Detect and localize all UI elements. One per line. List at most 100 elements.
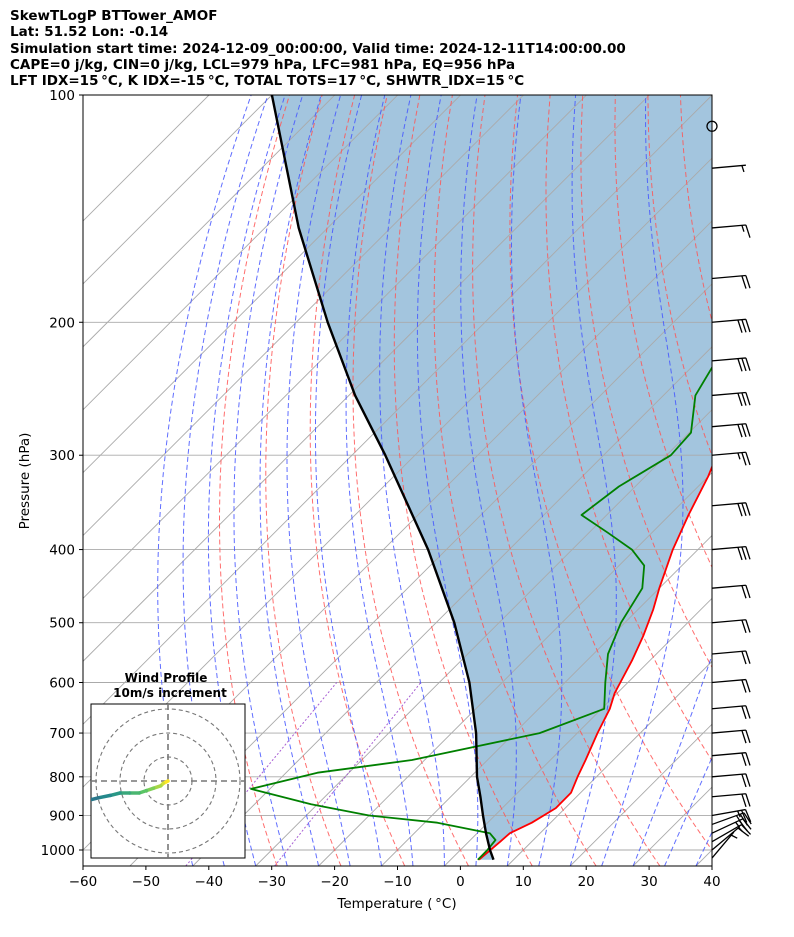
wind-barb-feather (745, 502, 751, 516)
wind-barb-staff (711, 752, 746, 757)
wind-barb-staff (711, 224, 746, 229)
wind-barb-staff (711, 773, 746, 778)
wind-barb-feather (737, 358, 743, 372)
wind-barb-feather (740, 809, 748, 823)
wind-barb-half-feather (730, 834, 738, 839)
wind-barb-staff (711, 451, 746, 456)
moist-adiabat (182, 95, 269, 866)
y-tick-label: 300 (49, 448, 75, 464)
hodograph-segment (91, 796, 101, 802)
y-tick-label: 600 (49, 676, 75, 692)
moist-adiabat (664, 756, 712, 866)
stability-summary: CAPE=0 j/kg, CIN=0 j/kg, LCL=979 hPa, LF… (10, 56, 516, 73)
wind-barb-feather (741, 619, 747, 633)
wind-barb-staff (711, 650, 746, 655)
moist-adiabat (315, 95, 382, 866)
dry-adiabat (219, 95, 290, 866)
wind-barb-feather (741, 275, 747, 289)
axes: −60 −50 −40 −30 −20 −10 0 10 20 30 40 1000 900 800 700… (41, 88, 721, 890)
moist-adiabat (157, 95, 252, 866)
simulation-times: Simulation start time: 2024-12-09_00:00:… (10, 40, 626, 57)
dry-adiabat (433, 95, 597, 866)
x-tick-label: 0 (456, 874, 465, 890)
wind-barb-staff (711, 808, 746, 817)
moist-adiabat (632, 653, 712, 866)
wind-barb-feather (744, 809, 752, 823)
hodograph-title: Wind Profile (125, 671, 208, 685)
wind-barb-feather (745, 392, 751, 406)
wind-barb-staff (711, 318, 746, 323)
hodograph-segment (96, 793, 113, 800)
wind-barb-staff (711, 274, 746, 280)
isotherm-line (83, 95, 650, 662)
wind-barb-staff (711, 705, 746, 710)
wind-barb-feather (737, 503, 743, 517)
wind-barb-feather (745, 452, 751, 466)
isotherm-line (83, 95, 273, 285)
dry-adiabat (746, 95, 794, 866)
wind-barb-feather (741, 546, 747, 560)
x-tick-label: 30 (641, 874, 658, 890)
y-axis-label: Pressure (hPa) (17, 433, 33, 530)
isotherm-line (83, 95, 336, 348)
isotherm-line (83, 95, 712, 725)
wind-barb-feather (737, 319, 743, 333)
wind-barb-feather (741, 452, 747, 466)
isotherm-line (318, 471, 712, 866)
x-tick-label: −50 (132, 874, 161, 890)
cin-shaded-area (271, 95, 712, 860)
wind-barb-feather (741, 793, 747, 807)
hodograph-segment (84, 800, 89, 805)
temperature-profile (478, 464, 712, 861)
wind-barb-feather (745, 585, 751, 599)
cape-cin-shading (271, 95, 712, 860)
wind-barb-staff (711, 827, 739, 851)
y-tick-label: 500 (49, 616, 75, 632)
y-tick-label: 800 (49, 770, 75, 786)
wind-barb-feather (741, 752, 747, 766)
moist-adiabat (286, 95, 351, 866)
x-tick-label: −30 (257, 874, 286, 890)
x-tick-label: 20 (578, 874, 595, 890)
y-tick-label: 700 (49, 726, 75, 742)
wind-barb-feather (741, 502, 747, 517)
hodograph-plot (84, 704, 245, 858)
wind-barb-feather (745, 619, 751, 633)
x-tick-label: −40 (195, 874, 224, 890)
wind-barb-feather (745, 729, 751, 743)
x-tick-label: 10 (515, 874, 532, 890)
wind-barb-feather (745, 793, 751, 807)
wind-barb-feather (745, 773, 751, 787)
x-tick-label: 40 (703, 874, 720, 890)
wind-barb-feather (741, 358, 747, 372)
wind-barb-feather (745, 546, 751, 560)
wind-barb-feather (741, 392, 747, 406)
hodograph-segment (86, 812, 88, 814)
wind-barb-staff (711, 164, 746, 169)
dry-adiabat (265, 95, 342, 866)
wind-barb-half-feather (737, 826, 744, 833)
dry-adiabat (778, 95, 794, 866)
wind-barb-feather (739, 813, 749, 826)
wind-barb-staff (711, 357, 746, 362)
wind-barb-feather (745, 679, 751, 693)
x-tick-label: −60 (69, 874, 98, 890)
isotherm-line (83, 95, 461, 474)
wind-barb-staff (711, 678, 746, 684)
dry-adiabat (545, 95, 712, 762)
wind-barb-staff (711, 729, 746, 734)
isotherm-line (255, 409, 712, 866)
isotherm-line (381, 534, 712, 866)
moist-adiabat (233, 95, 304, 866)
wind-barb-half-feather (737, 452, 741, 460)
dry-adiabat (472, 95, 661, 866)
wind-barb-staff (711, 619, 746, 624)
mixing-ratio-line (274, 682, 422, 866)
moist-adiabat (416, 95, 479, 866)
wind-barb-feather (745, 319, 751, 333)
wind-barb-staff (711, 824, 742, 843)
wind-barb-feather (743, 812, 752, 825)
isotherm-line (444, 597, 712, 866)
isotherm-line (83, 95, 524, 537)
